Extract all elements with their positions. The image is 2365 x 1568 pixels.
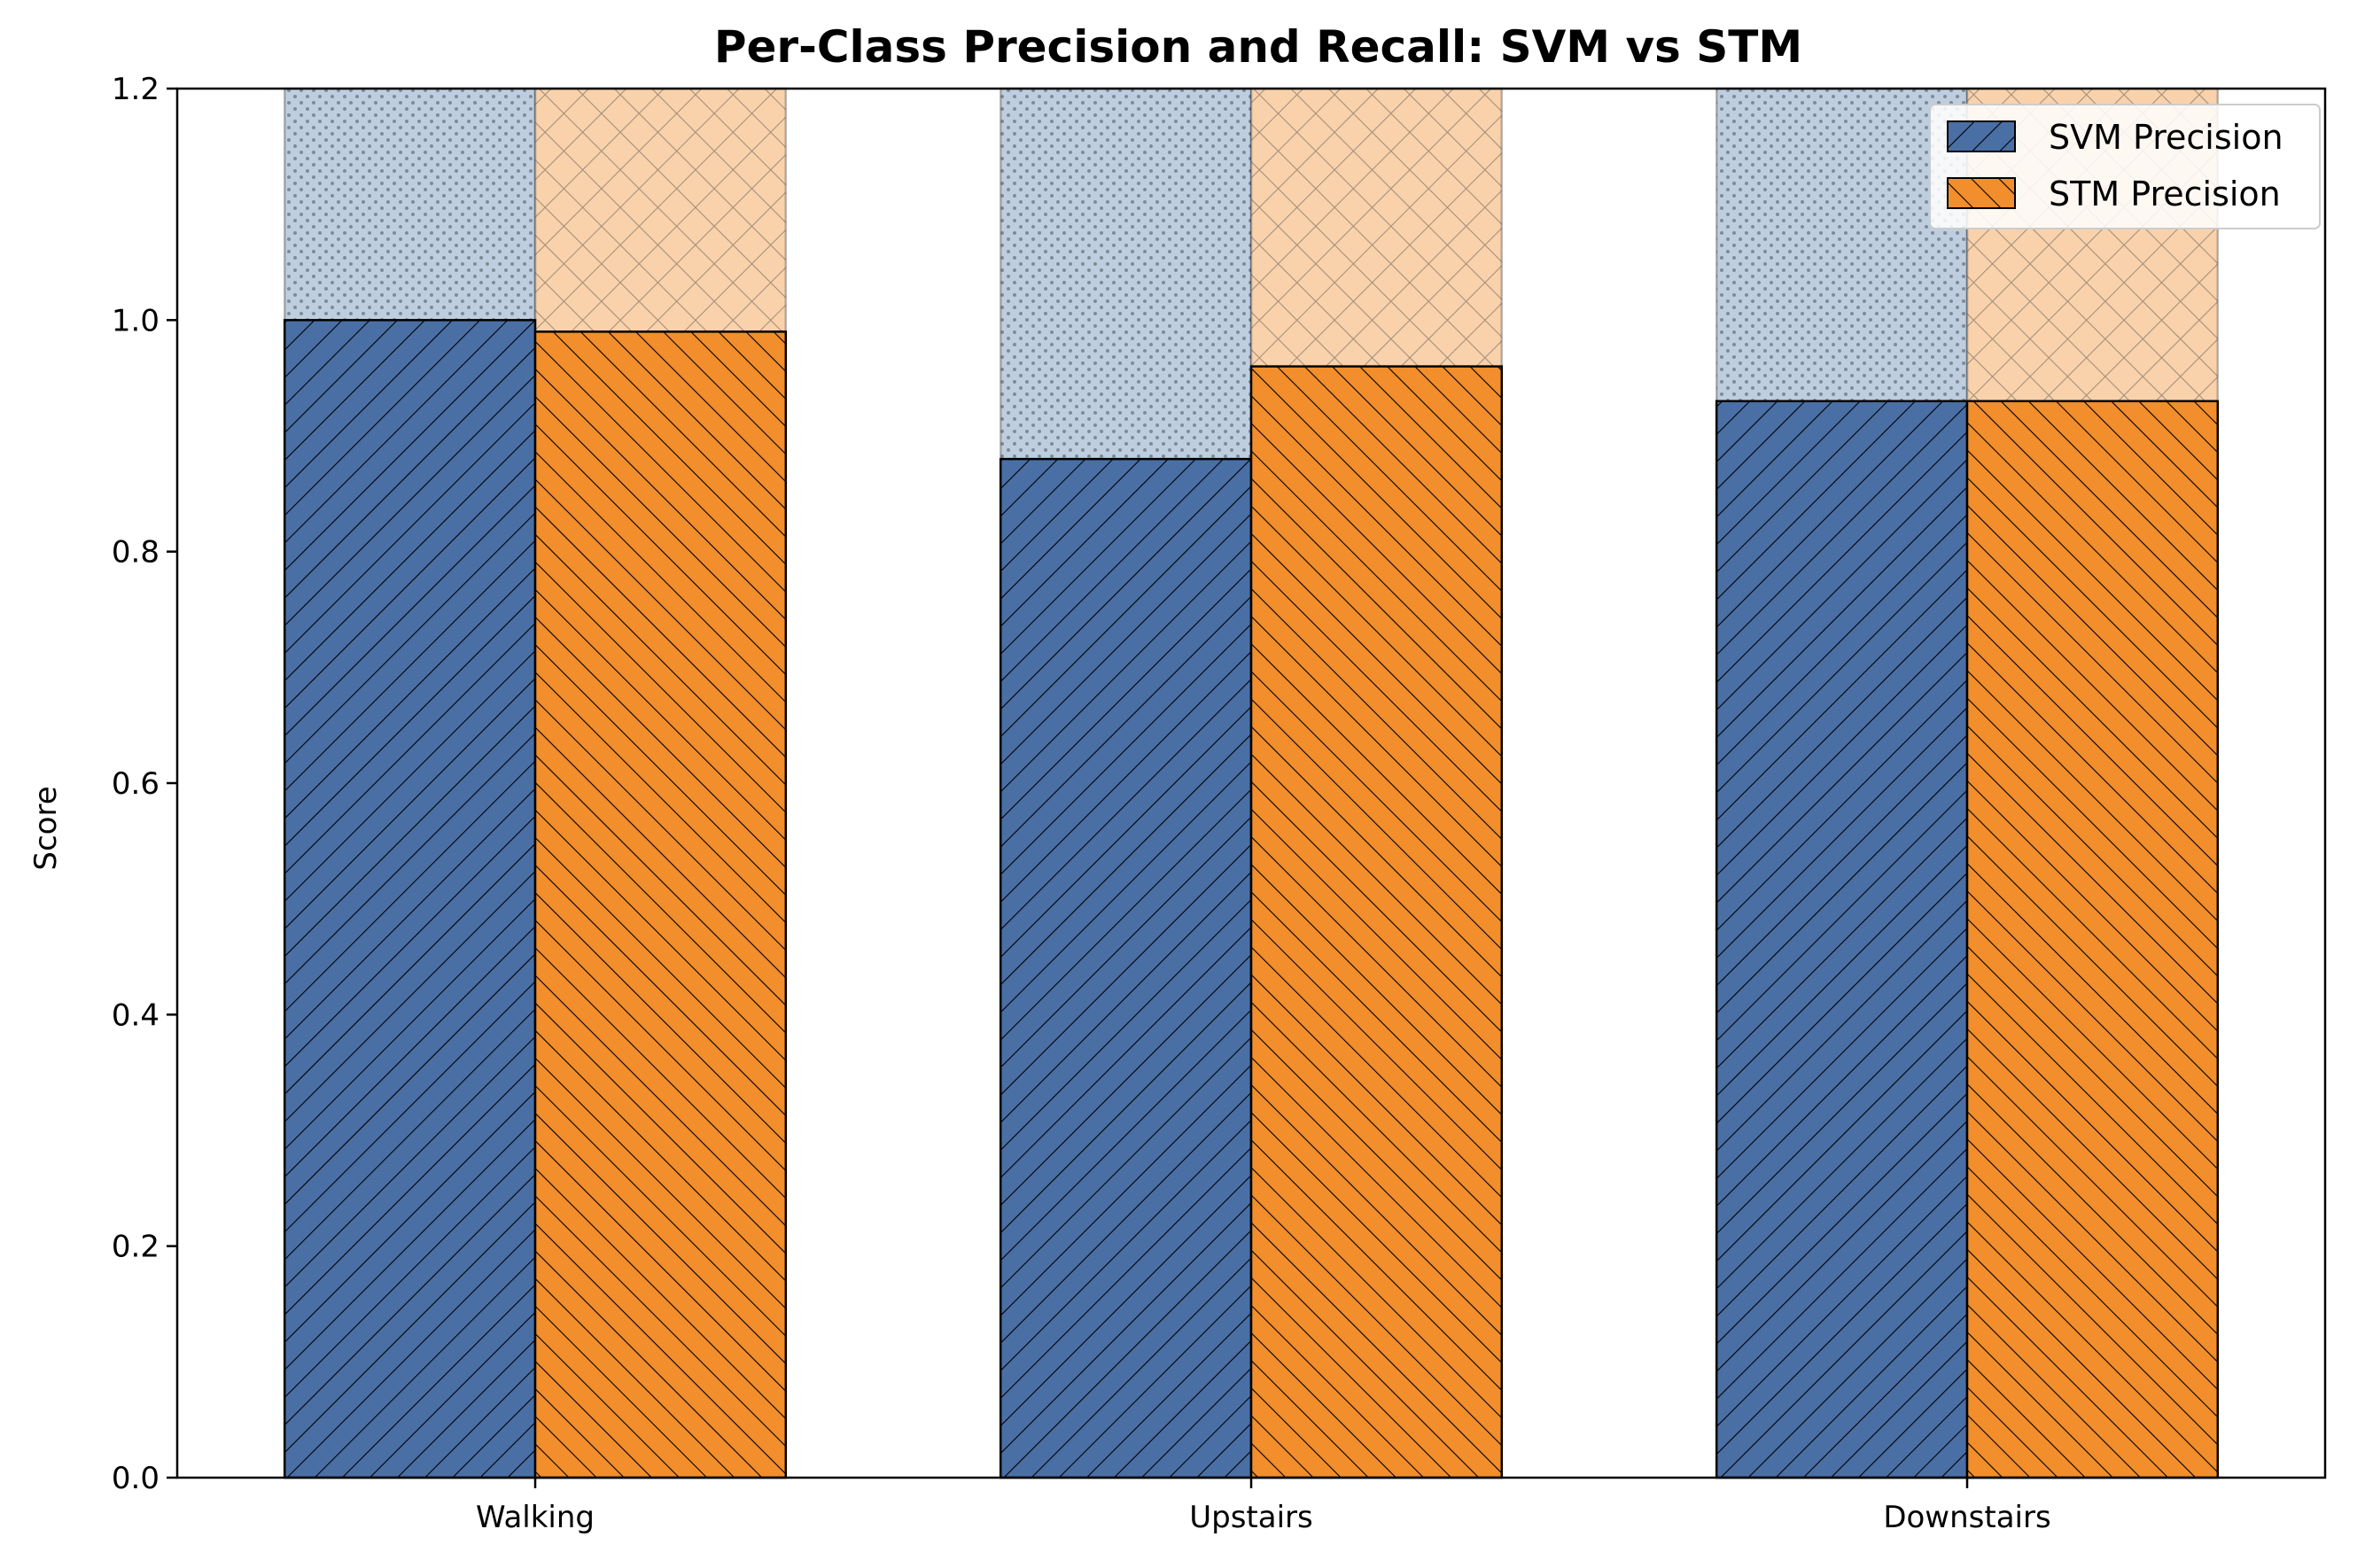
legend-box [1929, 104, 2321, 229]
legend-label-stm-precision: STM Precision [2049, 175, 2281, 213]
x-tick-label-walking: Walking [476, 1500, 595, 1535]
x-axis-ticks: Walking Upstairs Downstairs [476, 1478, 2051, 1535]
y-axis-label: Score [28, 786, 64, 870]
y-tick-label: 0.8 [112, 535, 159, 571]
bar-hatch-svm-precision-upstairs [999, 457, 1253, 1479]
y-tick-label: 0.2 [112, 1230, 159, 1265]
chart-title: Per-Class Precision and Recall: SVM vs S… [714, 21, 1802, 73]
plot-frame [175, 87, 2327, 1479]
y-tick-label: 1.2 [112, 72, 159, 107]
y-tick-label: 1.0 [112, 303, 159, 338]
x-tick-label-downstairs: Downstairs [1883, 1500, 2050, 1535]
bar-hatch-stm-precision-upstairs [1249, 365, 1504, 1479]
legend: SVM Precision STM Precision [1929, 104, 2321, 229]
x-tick-label-upstairs: Upstairs [1189, 1500, 1313, 1535]
y-axis-ticks: 0.0 0.2 0.4 0.6 0.8 1.0 1.2 [112, 72, 177, 1496]
legend-label-svm-precision: SVM Precision [2049, 118, 2283, 157]
bar-hatch-stm-precision-downstairs [1965, 400, 2220, 1479]
bar-hatch-stm-precision-walking [533, 330, 788, 1479]
y-tick-label: 0.6 [112, 766, 159, 802]
precision-bars [283, 319, 2220, 1479]
y-tick-label: 0.4 [112, 997, 159, 1033]
bar-hatch-svm-precision-downstairs [1715, 400, 1969, 1479]
bar-hatch-svm-precision-walking [283, 319, 537, 1479]
y-tick-label: 0.0 [112, 1461, 159, 1496]
